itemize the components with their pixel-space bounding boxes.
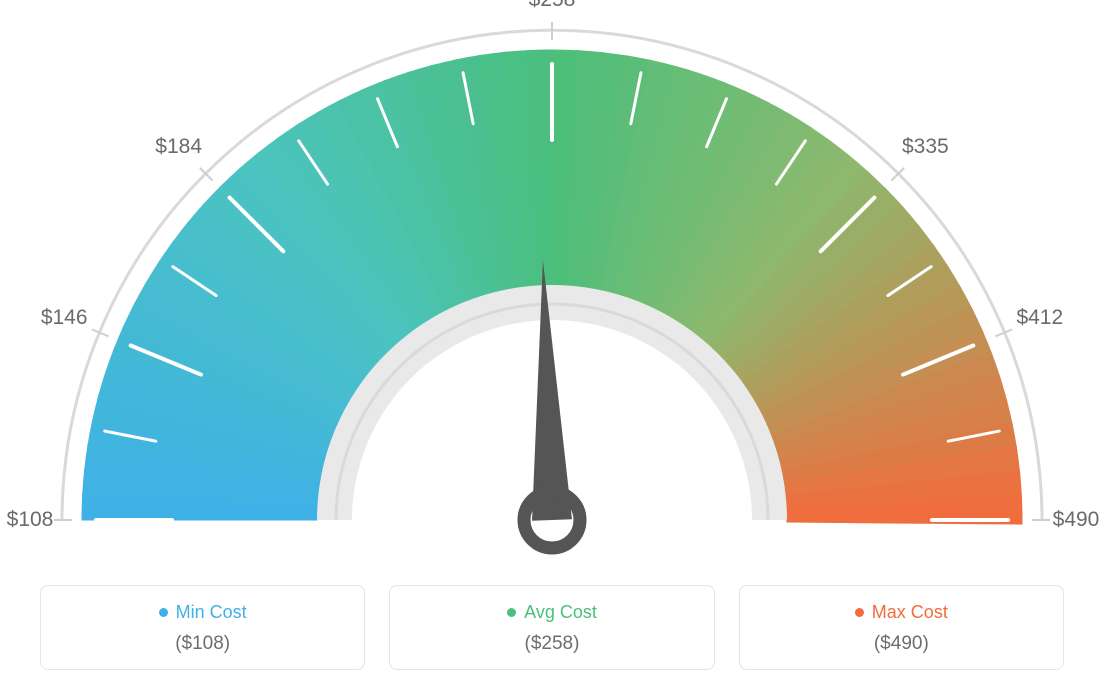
- gauge-tick-label: $335: [902, 135, 949, 159]
- gauge-tick-label: $258: [529, 0, 576, 12]
- legend-label-avg: Avg Cost: [524, 602, 597, 623]
- gauge-chart: $108 $146 $184 $258 $335 $412 $490: [0, 0, 1104, 560]
- legend-dot-max: [855, 608, 864, 617]
- legend-card-max: Max Cost ($490): [739, 585, 1064, 670]
- legend-value-avg: ($258): [402, 633, 701, 655]
- legend-label-max: Max Cost: [872, 602, 948, 623]
- legend-label-min: Min Cost: [176, 602, 247, 623]
- legend-title-max: Max Cost: [855, 602, 948, 623]
- gauge-tick-label: $146: [41, 306, 88, 330]
- gauge-tick-label: $412: [1016, 306, 1063, 330]
- legend-card-avg: Avg Cost ($258): [389, 585, 714, 670]
- gauge-tick-label: $184: [155, 135, 202, 159]
- gauge-tick-label: $108: [7, 508, 54, 532]
- legend-dot-min: [159, 608, 168, 617]
- gauge-tick-label: $490: [1053, 508, 1100, 532]
- chart-container: $108 $146 $184 $258 $335 $412 $490 Min Cost ($…: [0, 0, 1104, 690]
- legend-card-min: Min Cost ($108): [40, 585, 365, 670]
- legend-title-avg: Avg Cost: [507, 602, 597, 623]
- legend-title-min: Min Cost: [159, 602, 247, 623]
- legend-value-min: ($108): [53, 633, 352, 655]
- gauge-svg: [0, 0, 1104, 560]
- legend-value-max: ($490): [752, 633, 1051, 655]
- legend-row: Min Cost ($108) Avg Cost ($258) Max Cost…: [40, 585, 1064, 670]
- legend-dot-avg: [507, 608, 516, 617]
